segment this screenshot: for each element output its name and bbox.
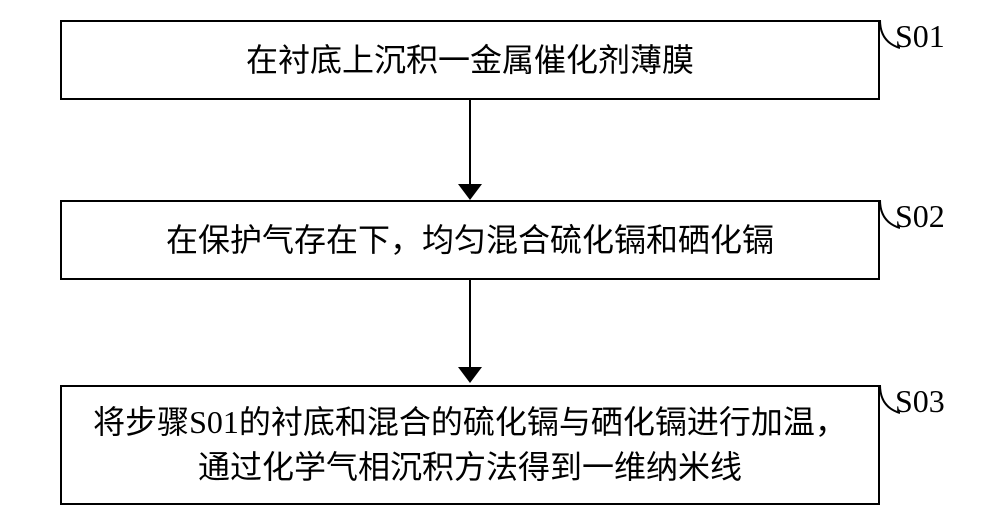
step-03-connector [878, 385, 900, 419]
arrow-s02-s03-shaft [469, 280, 471, 369]
step-02-label: S02 [895, 198, 945, 235]
step-01-connector [878, 20, 900, 54]
arrow-s01-s02-shaft [469, 100, 471, 186]
arrow-s02-s03-head [458, 367, 482, 383]
step-03-label: S03 [895, 383, 945, 420]
step-03-box: 将步骤S01的衬底和混合的硫化镉与硒化镉进行加温，通过化学气相沉积方法得到一维纳… [60, 385, 880, 505]
step-03-text: 将步骤S01的衬底和混合的硫化镉与硒化镉进行加温，通过化学气相沉积方法得到一维纳… [92, 400, 848, 490]
flowchart-canvas: 在衬底上沉积一金属催化剂薄膜 S01 在保护气存在下，均匀混合硫化镉和硒化镉 S… [0, 0, 1000, 530]
step-02-connector [878, 200, 900, 234]
arrow-s01-s02-head [458, 184, 482, 200]
step-02-box: 在保护气存在下，均匀混合硫化镉和硒化镉 [60, 200, 880, 280]
step-02-text: 在保护气存在下，均匀混合硫化镉和硒化镉 [166, 218, 774, 263]
step-01-text: 在衬底上沉积一金属催化剂薄膜 [246, 38, 694, 83]
step-01-box: 在衬底上沉积一金属催化剂薄膜 [60, 20, 880, 100]
step-01-label: S01 [895, 18, 945, 55]
